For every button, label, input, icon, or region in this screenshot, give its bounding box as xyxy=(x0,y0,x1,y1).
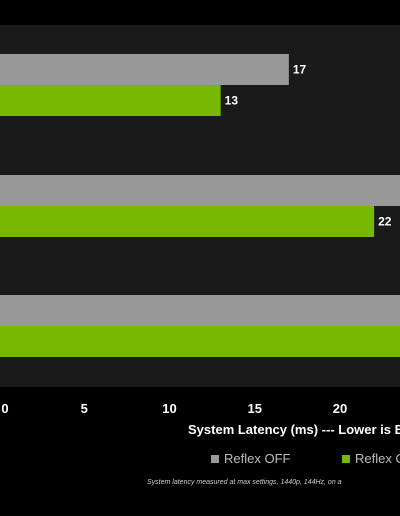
value-label-reflex-off-1: 17 xyxy=(293,63,307,77)
legend-label-reflex-off: Reflex OFF xyxy=(224,451,291,466)
bar-reflex-off-1 xyxy=(0,54,289,85)
bar-reflex-off-3 xyxy=(0,295,400,326)
bar-reflex-on-2 xyxy=(0,206,375,237)
value-label-reflex-on-1: 13 xyxy=(225,94,239,108)
x-axis-title: System Latency (ms) --- Lower is B xyxy=(188,422,400,437)
x-tick-5: 5 xyxy=(81,401,88,416)
legend-swatch-reflex-on xyxy=(342,455,350,463)
bar-reflex-on-1 xyxy=(0,85,221,116)
x-tick-0: 0 xyxy=(1,401,8,416)
value-labels-layer: 17 13 22 xyxy=(225,63,392,229)
footnote: System latency measured at max settings,… xyxy=(147,479,342,486)
legend-label-reflex-on: Reflex O xyxy=(355,451,400,466)
x-axis-ticks: 0 5 10 15 20 xyxy=(1,401,347,416)
bars-layer xyxy=(0,54,400,357)
x-tick-15: 15 xyxy=(248,401,262,416)
legend-swatch-reflex-off xyxy=(211,455,219,463)
bar-reflex-on-3 xyxy=(0,326,400,357)
x-tick-10: 10 xyxy=(162,401,176,416)
value-label-reflex-on-2: 22 xyxy=(378,215,392,229)
legend: Reflex OFF Reflex O xyxy=(211,451,400,466)
bar-reflex-off-2 xyxy=(0,175,400,206)
x-tick-20: 20 xyxy=(333,401,347,416)
